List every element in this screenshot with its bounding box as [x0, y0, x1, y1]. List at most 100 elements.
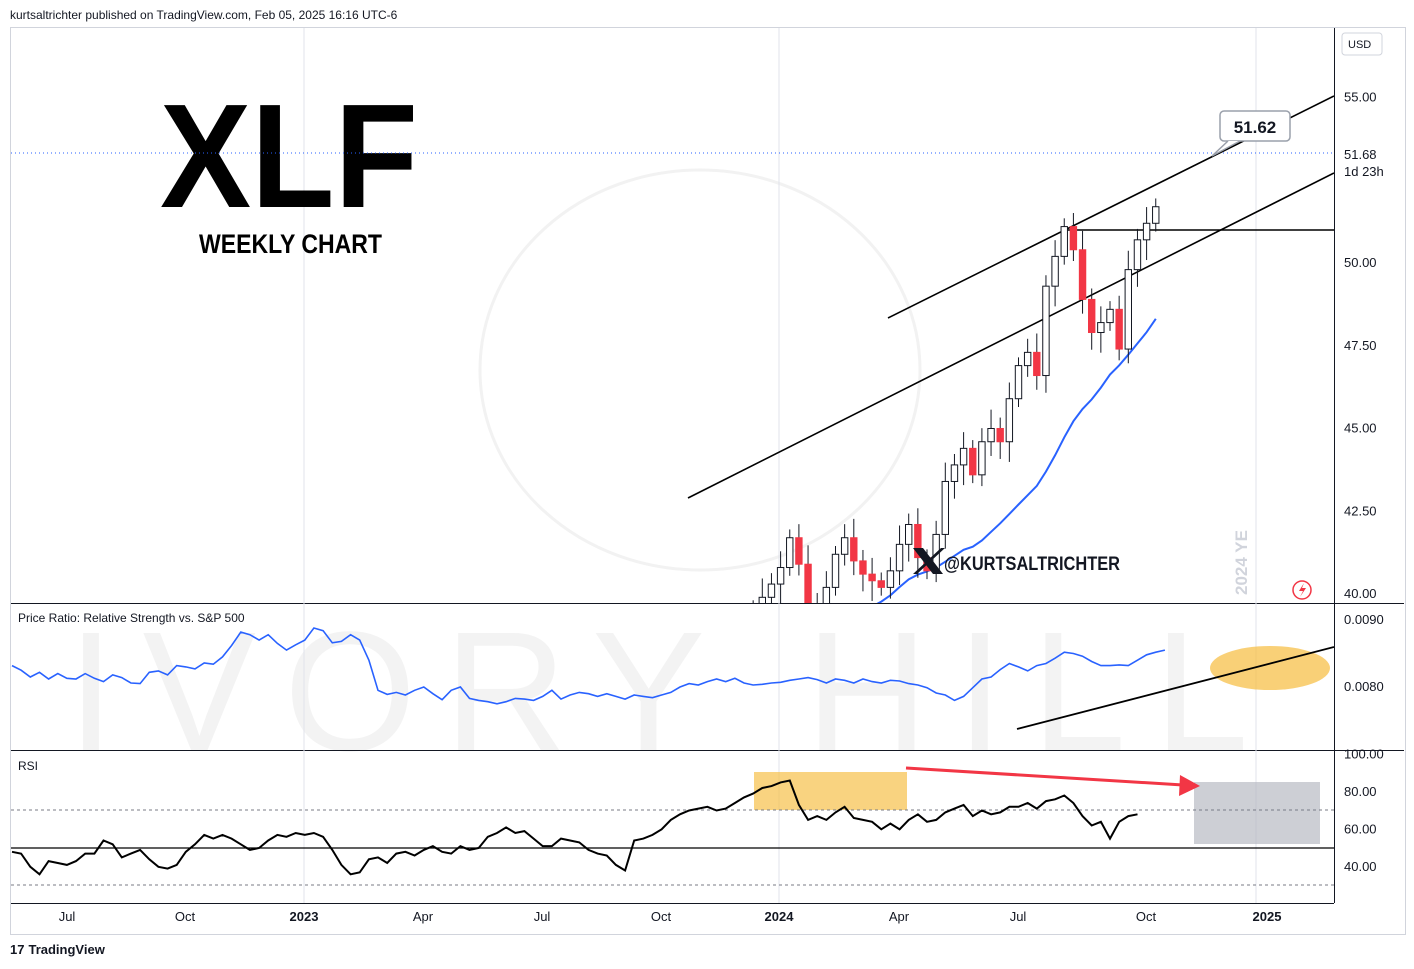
rsi-highlight-gray [1194, 782, 1320, 844]
candle [402, 838, 408, 889]
price-callout-value: 51.62 [1234, 118, 1277, 137]
candle [366, 862, 372, 918]
price-tick-label: 55.00 [1344, 90, 1377, 105]
candle-body [914, 523, 922, 559]
candle-body [1097, 322, 1105, 334]
candle [1124, 250, 1132, 364]
rsi-tick-label: 80.00 [1344, 784, 1377, 799]
elephant-watermark [478, 168, 922, 572]
time-tick-label: 2023 [290, 909, 319, 924]
candle-body [247, 832, 253, 845]
candle-body [585, 819, 591, 849]
candle-body [357, 899, 363, 916]
candle-body [466, 816, 472, 833]
candle [987, 409, 995, 456]
currency-button[interactable] [1341, 32, 1383, 56]
candle [786, 529, 794, 576]
candle [457, 800, 463, 860]
candle-body [776, 567, 785, 585]
candle [485, 790, 491, 856]
candle-body [1124, 269, 1132, 350]
candle [877, 572, 885, 596]
candle [82, 845, 88, 883]
ratio-highlight-ellipse [1210, 646, 1330, 690]
candle-body [996, 428, 1004, 443]
candle-body [1033, 351, 1041, 377]
candle [558, 788, 564, 811]
candle [969, 440, 977, 484]
candle-body [868, 573, 876, 582]
candle-body [1069, 226, 1078, 251]
brand-watermark: IVORY HILL [67, 597, 1276, 787]
candle-body [146, 862, 152, 898]
candle [776, 551, 785, 603]
candle [100, 781, 106, 847]
social-handle-text: @KURTSALTRICHTER [944, 554, 1120, 575]
price-axis[interactable]: USD 51.68 1d 23h 40.00 42.50 45.00 47.50 50.… [1341, 32, 1384, 601]
candle [466, 807, 472, 840]
candle-body [256, 812, 262, 832]
candle [1142, 207, 1151, 261]
candle-body [430, 852, 436, 875]
candle [613, 849, 619, 897]
candle-body [831, 553, 840, 588]
candle-body [978, 441, 986, 476]
ratio-pane[interactable]: Price Ratio: Relative Strength vs. S&P 5… [11, 611, 1334, 730]
candle-body [622, 885, 628, 895]
candle [576, 780, 582, 833]
time-tick-label: Oct [651, 909, 672, 924]
candle-body [969, 447, 977, 476]
rsi-pane[interactable]: RSI [11, 759, 1334, 886]
tradingview-logo-icon: 17 [10, 942, 25, 957]
lightning-icon[interactable] [1292, 580, 1312, 600]
candle-body [366, 879, 372, 899]
candle-body [1106, 308, 1114, 324]
candle-body [558, 796, 564, 803]
candle-body [886, 570, 895, 588]
rsi-axis: 40.00 60.00 80.00 100.00 [1344, 746, 1384, 874]
candle [1069, 213, 1078, 262]
candle [549, 786, 555, 849]
ratio-line [11, 627, 1166, 705]
candle [347, 873, 353, 929]
candle-body [804, 563, 812, 603]
candle-body [73, 865, 79, 911]
candle-body [1115, 308, 1123, 350]
price-callout-box [1219, 110, 1291, 142]
channel-lower-line [687, 172, 1334, 499]
ratio-tick-label: 0.0090 [1344, 612, 1384, 627]
candle-body [758, 596, 766, 603]
candle [128, 808, 134, 853]
candle [850, 518, 858, 576]
candle [1051, 240, 1059, 307]
time-axis[interactable]: Jul Oct 2023 Apr Jul Oct 2024 Apr Jul Oct 2025 [59, 909, 1282, 924]
candle-body [393, 836, 399, 849]
candle-body [109, 789, 115, 806]
candle-body [1078, 249, 1087, 300]
candle-body [1133, 239, 1142, 271]
candle [338, 842, 344, 903]
candle-body [128, 819, 134, 836]
candle-body [55, 869, 61, 909]
candle-body [877, 580, 885, 588]
price-pane[interactable]: 51.62 @KURTSALTRICHTER 2024 YE [9, 95, 1334, 962]
candle [164, 916, 170, 959]
chart-frame [10, 27, 1406, 935]
ratio-tick-label: 0.0080 [1344, 679, 1384, 694]
time-tick-label: Apr [889, 909, 910, 924]
rsi-pane-label: RSI [18, 759, 38, 773]
candle-body [238, 806, 244, 846]
candle [1088, 288, 1096, 350]
tradingview-footer[interactable]: 17 TradingView [10, 942, 105, 957]
price-tick-label: 42.50 [1344, 503, 1377, 518]
candle [1042, 275, 1050, 393]
candle-body [576, 799, 582, 819]
candle-body [540, 806, 546, 829]
watermark-layer: IVORY HILL [67, 168, 1276, 787]
candle-body [201, 783, 207, 819]
candle [36, 888, 42, 936]
candle-body [959, 447, 968, 466]
candle-body [1142, 222, 1151, 241]
price-tick-label: 40.00 [1344, 586, 1377, 601]
